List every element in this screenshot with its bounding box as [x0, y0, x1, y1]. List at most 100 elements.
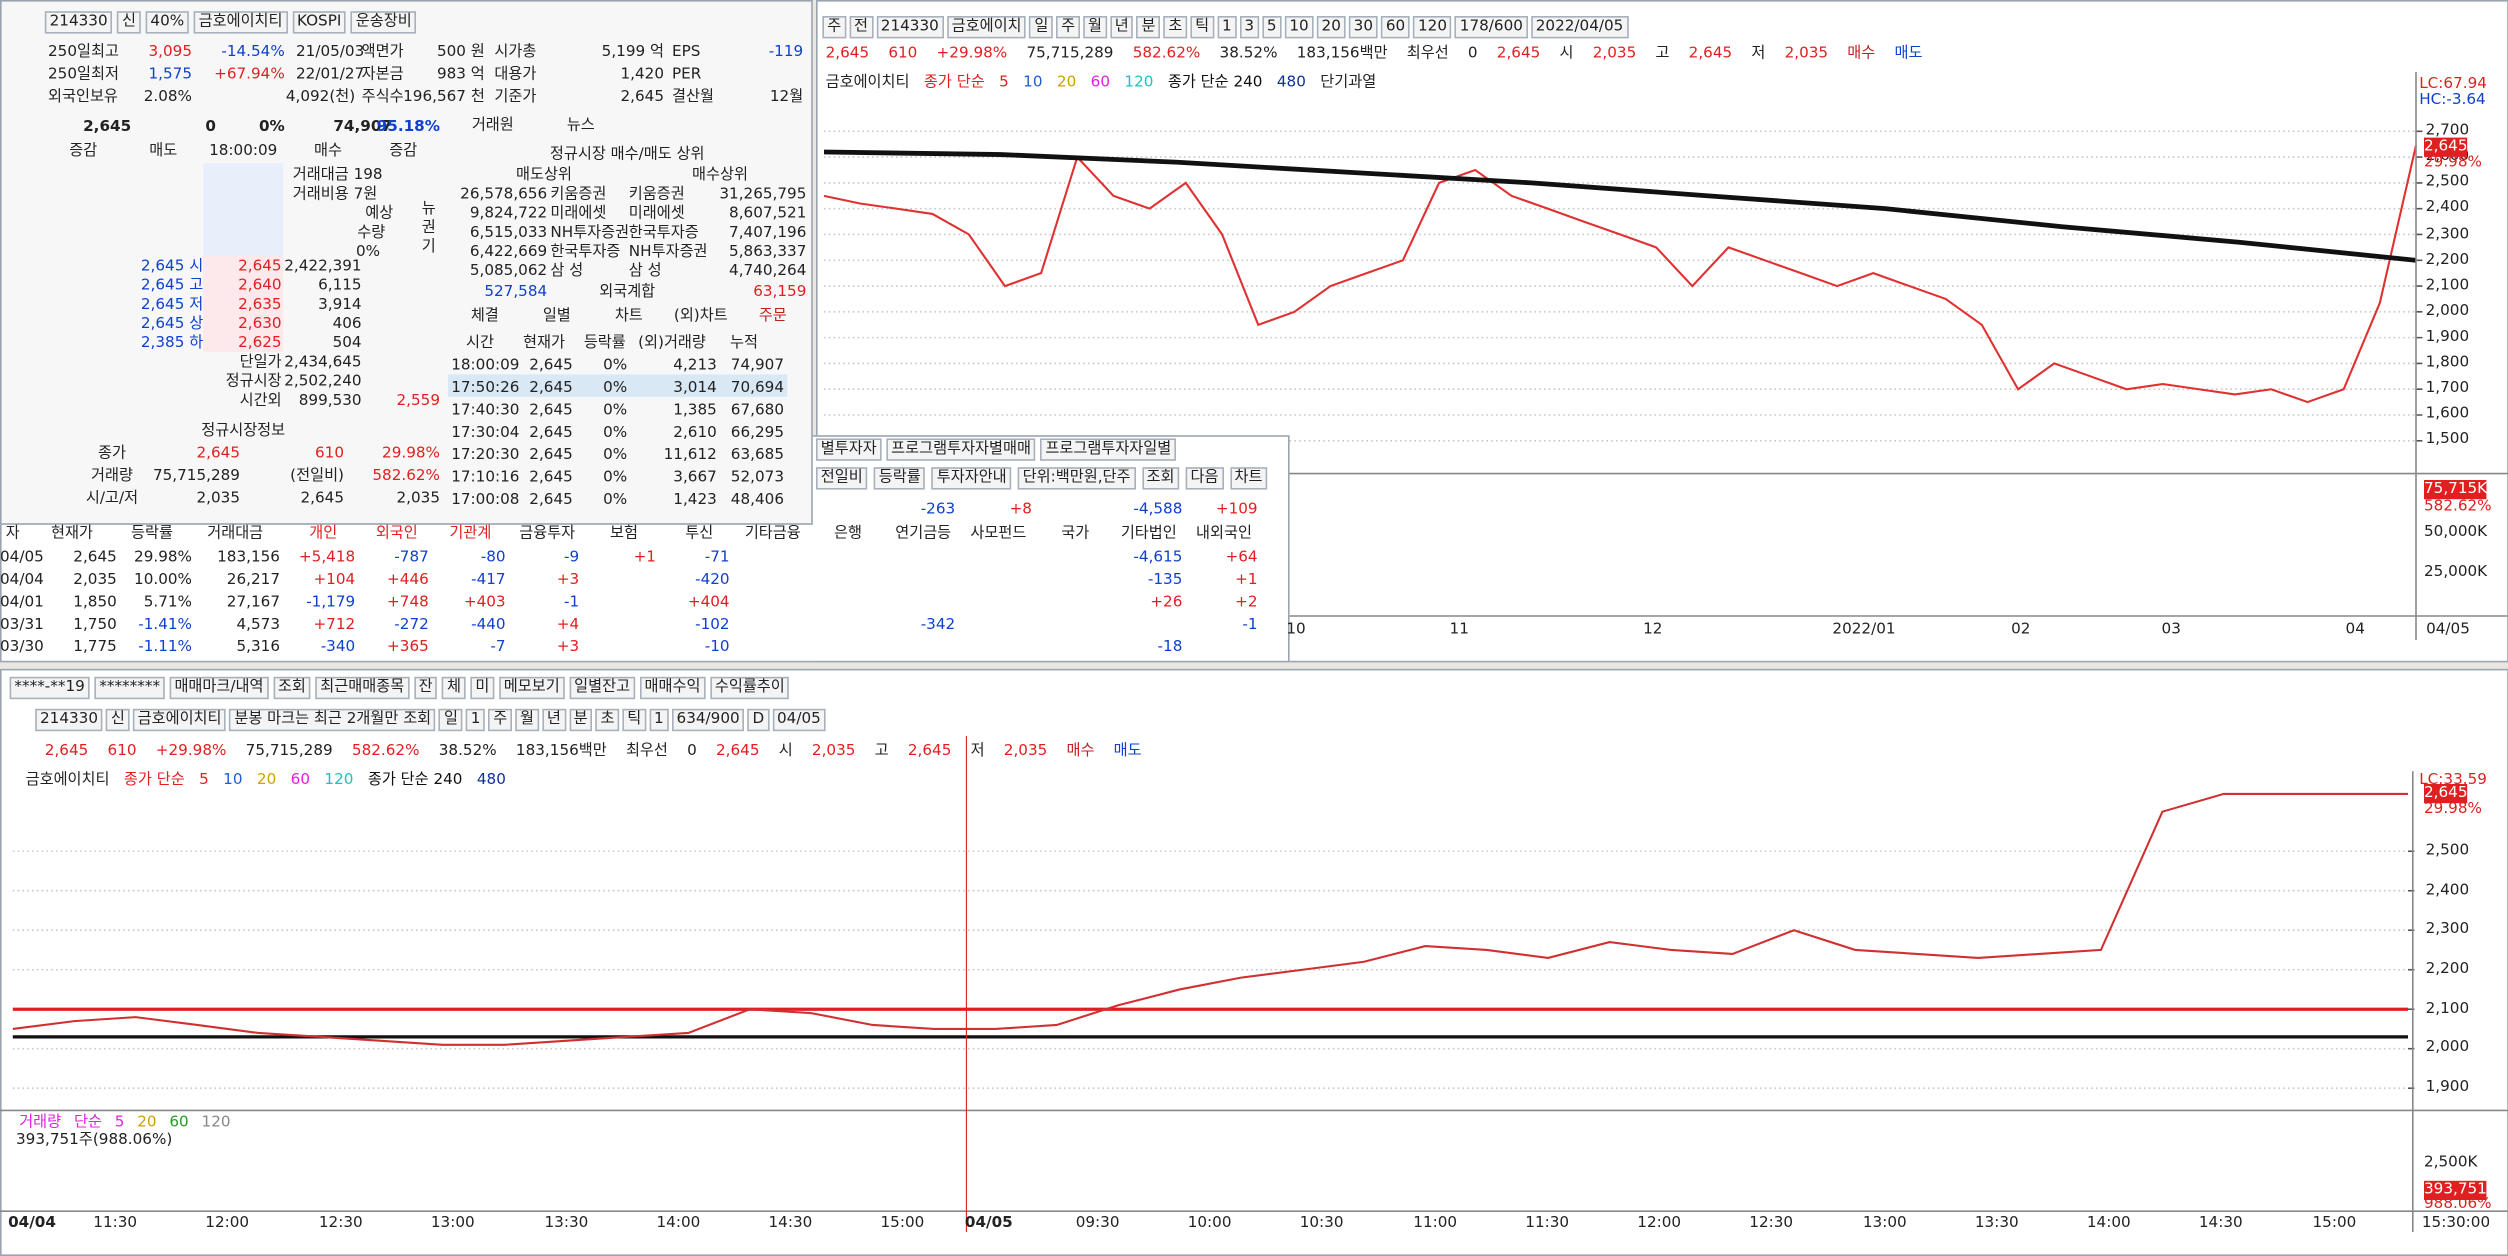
- toolbar-button[interactable]: 40%: [145, 11, 190, 34]
- toolbar-button[interactable]: 분: [1136, 16, 1161, 39]
- quote-toolbar: 214330 신 40% 금호에이치티 KOSPI 운송장비: [44, 11, 417, 34]
- toolbar-button[interactable]: 20: [1316, 16, 1346, 39]
- volume-label: 25,000K: [2424, 563, 2488, 581]
- label: 04/04: [0, 571, 44, 589]
- toolbar-button[interactable]: 5: [1262, 16, 1282, 39]
- label: +404: [687, 593, 730, 612]
- label: 2,645: [620, 88, 664, 106]
- tab[interactable]: 프로그램투자자별매매: [886, 438, 1036, 461]
- toolbar-button[interactable]: D: [747, 708, 769, 732]
- toolbar-button[interactable]: 초: [1163, 16, 1188, 39]
- toolbar-button[interactable]: 일별잔고: [569, 676, 635, 700]
- option[interactable]: 전일비: [816, 467, 868, 490]
- toolbar-button[interactable]: 분봉 마크는 최근 2개월만 조회: [229, 708, 436, 732]
- toolbar-button[interactable]: 년: [1109, 16, 1134, 39]
- toolbar-button[interactable]: 틱: [622, 708, 647, 732]
- toolbar-button[interactable]: 신: [117, 11, 141, 34]
- toolbar-button[interactable]: 체: [442, 676, 466, 700]
- toolbar-button[interactable]: 금호에이치: [946, 16, 1027, 39]
- toolbar-button[interactable]: 틱: [1190, 16, 1214, 39]
- toolbar-button[interactable]: 1: [465, 708, 486, 732]
- tab[interactable]: 체결: [470, 307, 499, 325]
- item: 60: [290, 771, 311, 789]
- x-tick-label: 11: [1449, 620, 1469, 639]
- toolbar-button[interactable]: 214330: [44, 11, 113, 34]
- option[interactable]: 조회: [1141, 467, 1180, 490]
- toolbar-button[interactable]: 120: [1413, 16, 1452, 39]
- label: 거래량: [91, 467, 133, 485]
- toolbar-button[interactable]: 10: [1284, 16, 1314, 39]
- toolbar-button[interactable]: 3: [1239, 16, 1259, 39]
- toolbar-button[interactable]: ********: [94, 676, 165, 700]
- toolbar-button[interactable]: 금호에이치티: [132, 708, 227, 732]
- toolbar-button[interactable]: 최근매매종목: [315, 676, 409, 700]
- toolbar-button[interactable]: 조회: [273, 676, 311, 700]
- label: 4,573: [236, 616, 280, 634]
- toolbar-button[interactable]: 년: [542, 708, 566, 732]
- toolbar-button[interactable]: 178/600: [1455, 16, 1528, 39]
- toolbar-button[interactable]: 매매마크/내역: [169, 676, 269, 700]
- toolbar-button[interactable]: 주: [488, 708, 513, 732]
- ask-area: [203, 163, 284, 256]
- toolbar-button[interactable]: 일: [439, 708, 463, 732]
- label: +446: [387, 571, 429, 589]
- toolbar-button[interactable]: 214330: [876, 16, 944, 39]
- toolbar-button[interactable]: 잔: [413, 676, 438, 700]
- label: 2,630: [238, 315, 282, 333]
- label: 2,645 시: [140, 257, 204, 276]
- toolbar-button[interactable]: 04/05: [772, 708, 826, 732]
- option[interactable]: 투자자안내: [931, 467, 1012, 490]
- label: EPS: [672, 43, 701, 61]
- label: +3: [556, 638, 580, 656]
- tab[interactable]: 프로그램투자자일별: [1040, 438, 1177, 461]
- toolbar-button[interactable]: 초: [595, 708, 620, 732]
- toolbar-button[interactable]: 미: [470, 676, 495, 700]
- toolbar-button[interactable]: 월: [515, 708, 539, 732]
- option[interactable]: 등락률: [873, 467, 926, 490]
- label: 권: [421, 219, 436, 237]
- toolbar-button[interactable]: 30: [1348, 16, 1378, 39]
- label: 17:20:30: [451, 446, 520, 464]
- option[interactable]: 차트: [1229, 467, 1268, 490]
- tab[interactable]: 일별: [542, 307, 571, 325]
- toolbar-button[interactable]: 2022/04/05: [1530, 16, 1629, 39]
- toolbar-button[interactable]: 1: [1217, 16, 1237, 39]
- toolbar-button[interactable]: 수익률추이: [710, 676, 790, 700]
- toolbar-button[interactable]: 월: [1083, 16, 1107, 39]
- intraday-legend: 금호에이치티 종가 단순 5 10 20 60 120 종가 단순 240 480: [22, 771, 509, 790]
- side-label: 2,645: [2424, 137, 2468, 157]
- toolbar-button[interactable]: 634/900: [671, 708, 745, 732]
- option[interactable]: 단위:백만원,단주: [1017, 467, 1136, 490]
- toolbar-button[interactable]: 214330: [35, 708, 103, 732]
- tab[interactable]: 차트: [614, 307, 643, 325]
- toolbar-button[interactable]: 전: [849, 16, 873, 39]
- toolbar-button[interactable]: ****-**19: [9, 676, 90, 700]
- label: -787: [394, 548, 429, 567]
- toolbar-button[interactable]: 60: [1381, 16, 1410, 39]
- tab[interactable]: 거래원: [471, 116, 514, 135]
- toolbar-button[interactable]: 메모보기: [499, 676, 565, 700]
- toolbar-button[interactable]: 주: [822, 16, 846, 39]
- toolbar-button[interactable]: 금호에이치티: [193, 11, 288, 34]
- toolbar-button[interactable]: 1: [649, 708, 669, 732]
- tab[interactable]: 별투자자: [816, 438, 882, 461]
- label: +712: [313, 616, 356, 634]
- label: 899,530: [298, 392, 362, 410]
- toolbar-button[interactable]: 주: [1056, 16, 1080, 39]
- tab[interactable]: (외)차트: [673, 307, 728, 325]
- toolbar-button[interactable]: 운송장비: [350, 11, 417, 34]
- toolbar-button[interactable]: 신: [106, 708, 130, 732]
- label: 미래에셋: [628, 204, 685, 223]
- toolbar-button[interactable]: 분: [568, 708, 593, 732]
- label: 2,645: [529, 424, 573, 442]
- tab[interactable]: 뉴스: [566, 116, 595, 135]
- toolbar-button[interactable]: 일: [1029, 16, 1054, 39]
- option[interactable]: 다음: [1185, 467, 1224, 490]
- tab[interactable]: 주문: [758, 307, 787, 325]
- item: +29.98%: [155, 742, 227, 760]
- y-tick-label: 2,500: [2425, 841, 2470, 860]
- toolbar-button[interactable]: KOSPI: [292, 11, 347, 34]
- label: 등락률: [583, 334, 626, 352]
- toolbar-button[interactable]: 매매수익: [639, 676, 706, 700]
- label: 예상: [365, 204, 394, 223]
